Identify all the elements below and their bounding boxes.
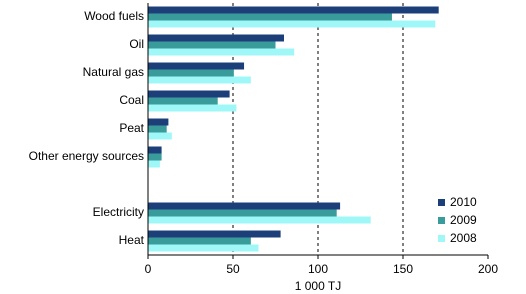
legend-swatch — [438, 199, 445, 206]
bar — [148, 76, 251, 84]
bar — [148, 69, 234, 77]
bar — [148, 146, 162, 154]
legend-label: 2009 — [450, 213, 477, 227]
bar — [148, 216, 371, 224]
x-tick-label: 0 — [145, 262, 152, 276]
y-tick-label: Other energy sources — [29, 149, 144, 163]
y-tick-label: Peat — [119, 121, 144, 135]
bar — [148, 41, 276, 49]
bar — [148, 97, 218, 105]
bar — [148, 244, 259, 252]
y-tick-label: Coal — [119, 93, 144, 107]
legend-label: 2010 — [450, 195, 477, 209]
y-tick-label: Wood fuels — [84, 9, 144, 23]
bar — [148, 90, 230, 98]
bar — [148, 34, 284, 42]
y-tick-label: Electricity — [93, 205, 144, 219]
bar — [148, 13, 392, 21]
bar — [148, 237, 251, 245]
x-tick-label: 100 — [308, 262, 328, 276]
bar — [148, 202, 341, 210]
bar — [148, 20, 436, 28]
bar — [148, 125, 167, 133]
y-tick-label: Oil — [129, 37, 144, 51]
x-tick-label: 50 — [226, 262, 240, 276]
bar — [148, 104, 237, 112]
legend-swatch — [438, 235, 445, 242]
legend-label: 2008 — [450, 231, 477, 245]
bar — [148, 132, 172, 140]
x-tick-label: 200 — [478, 262, 498, 276]
y-tick-label: Natural gas — [83, 65, 144, 79]
bar — [148, 230, 281, 238]
y-tick-label: Heat — [119, 233, 145, 247]
bar — [148, 209, 337, 217]
bar — [148, 48, 295, 56]
bar — [148, 153, 162, 161]
x-tick-label: 150 — [393, 262, 413, 276]
bar — [148, 62, 245, 70]
x-axis-label: 1 000 TJ — [295, 279, 341, 293]
bar — [148, 6, 439, 14]
bar — [148, 160, 160, 168]
bar — [148, 118, 169, 126]
legend-swatch — [438, 217, 445, 224]
